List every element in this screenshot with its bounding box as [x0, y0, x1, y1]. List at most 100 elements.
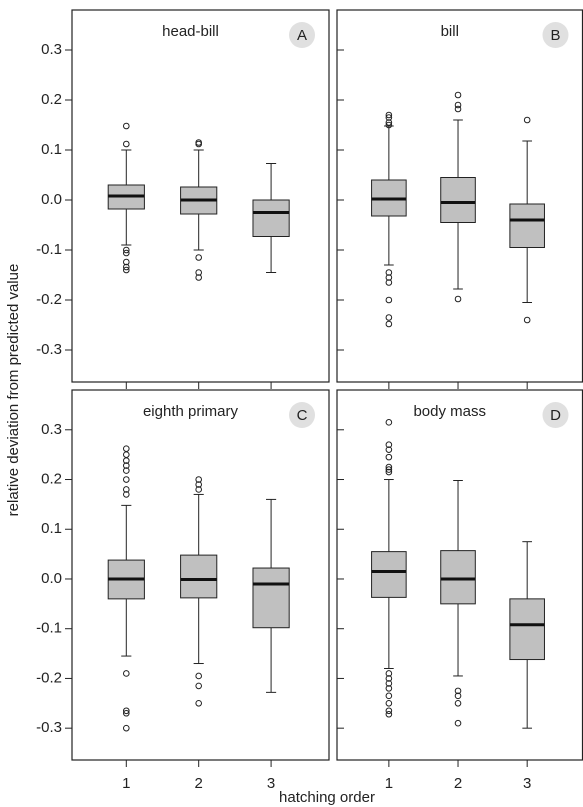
- box: [252, 199, 290, 237]
- outlier: [122, 263, 130, 271]
- box: [252, 567, 290, 629]
- y-tick-label: 0.2: [41, 470, 62, 487]
- outlier: [454, 700, 462, 707]
- y-tick-label: 0.2: [41, 91, 62, 108]
- y-tick-label: 0.0: [41, 191, 62, 208]
- panel-label: D: [550, 407, 561, 424]
- outlier: [195, 486, 202, 493]
- outlier: [385, 320, 393, 328]
- outlier: [122, 670, 130, 677]
- outlier: [195, 700, 202, 707]
- outlier: [385, 680, 393, 687]
- outlier: [523, 316, 531, 324]
- outlier: [122, 707, 130, 715]
- box: [440, 550, 476, 605]
- outlier: [385, 685, 393, 692]
- outlier: [385, 279, 393, 286]
- outlier: [195, 682, 202, 690]
- panel-title: eighth primary: [143, 403, 239, 420]
- y-tick-label: 0.1: [41, 520, 62, 537]
- outlier: [122, 445, 130, 452]
- y-tick-label: 0.1: [41, 141, 62, 158]
- y-tick-label: -0.2: [36, 669, 62, 686]
- outlier: [122, 451, 130, 458]
- y-tick-label: 0.0: [41, 570, 62, 587]
- panel-title: head-bill: [162, 23, 219, 40]
- panel-badge: [542, 402, 569, 428]
- y-tick-label: -0.3: [36, 341, 62, 358]
- outlier: [385, 692, 393, 700]
- panel-label: A: [297, 27, 307, 44]
- panel-badge: [289, 22, 315, 48]
- outlier: [385, 296, 393, 304]
- panel-frame: [71, 9, 330, 383]
- outlier: [122, 249, 130, 257]
- outlier: [385, 670, 393, 677]
- outlier: [454, 105, 462, 113]
- box: [509, 203, 545, 248]
- outlier: [385, 419, 393, 426]
- outlier: [385, 314, 393, 321]
- panel-frame: [71, 389, 330, 761]
- x-tick-label: 3: [267, 775, 275, 792]
- box: [509, 598, 545, 661]
- outlier: [385, 707, 393, 715]
- outlier: [122, 486, 130, 493]
- x-tick-label: 2: [454, 775, 462, 792]
- outlier: [385, 269, 393, 276]
- outlier: [122, 246, 130, 254]
- outlier: [385, 114, 393, 121]
- y-tick-label: 0.3: [41, 41, 62, 58]
- outlier: [195, 476, 202, 483]
- outlier: [122, 476, 130, 483]
- outlier: [195, 481, 202, 488]
- outlier: [454, 101, 462, 109]
- x-tick-label: 3: [523, 775, 531, 792]
- outlier: [385, 119, 393, 126]
- outlier: [122, 258, 130, 266]
- y-tick-label: -0.1: [36, 620, 62, 637]
- outlier: [122, 491, 130, 498]
- outlier: [122, 266, 130, 274]
- outlier: [122, 122, 130, 130]
- outlier: [385, 453, 393, 461]
- outlier: [454, 719, 462, 727]
- outlier: [385, 274, 393, 281]
- outlier: [122, 457, 130, 464]
- box: [180, 554, 218, 599]
- y-tick-label: -0.1: [36, 241, 62, 258]
- outlier: [385, 446, 393, 453]
- outlier: [385, 111, 393, 119]
- outlier: [195, 274, 202, 281]
- panel-badge: [289, 402, 315, 428]
- y-axis-label: relative deviation from predicted value: [5, 264, 22, 517]
- outlier: [385, 468, 393, 476]
- outlier: [122, 462, 130, 469]
- outlier: [122, 467, 130, 474]
- panel-title: body mass: [413, 403, 486, 420]
- outlier: [195, 254, 202, 261]
- x-tick-label: 1: [385, 775, 393, 792]
- outlier: [122, 724, 130, 732]
- box: [440, 177, 476, 223]
- outlier: [385, 675, 393, 682]
- outlier: [454, 687, 462, 695]
- outlier: [454, 91, 462, 99]
- panel-badge: [542, 22, 569, 48]
- panel-title: bill: [441, 23, 459, 40]
- x-tick-label: 2: [195, 775, 203, 792]
- y-tick-label: -0.2: [36, 291, 62, 308]
- outlier: [385, 710, 393, 718]
- outlier: [454, 295, 462, 303]
- panel-label: B: [550, 27, 560, 44]
- x-tick-label: 1: [122, 775, 130, 792]
- outlier: [385, 466, 393, 473]
- outlier: [195, 672, 202, 680]
- outlier: [523, 116, 531, 124]
- outlier: [385, 441, 393, 449]
- outlier: [385, 121, 393, 129]
- panel-label: C: [297, 407, 308, 424]
- outlier: [454, 692, 462, 700]
- y-tick-label: 0.3: [41, 421, 62, 438]
